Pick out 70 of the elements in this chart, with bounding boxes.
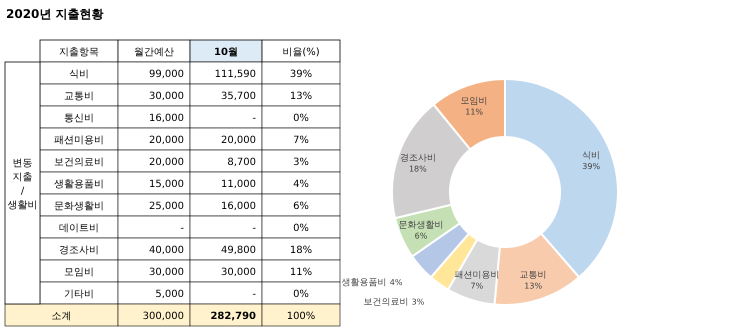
text: - [252,223,256,234]
text: 데이트비 [59,223,99,234]
text: 지출항목 [59,47,99,58]
slice-label: 보건의료비 [363,298,408,308]
text: 25,000 [149,201,184,212]
slice-label: 식비 [582,150,600,161]
text: 99,000 [149,69,184,80]
slice-label: 생활용품비 [341,278,386,288]
text: 문화생활비 [54,201,104,212]
text: 16,000 [221,201,256,212]
text: 35,700 [221,91,256,102]
data-label: 11% [465,107,484,116]
text: 20,000 [149,135,184,146]
data-label: 3% [412,298,425,307]
text: 20,000 [221,135,256,146]
text: 30,000 [221,267,256,278]
text: 3% [293,157,309,168]
text: 월간예산 [134,47,174,58]
data-label: 18% [408,164,428,174]
text: 비율(%) [282,47,320,58]
text: 경조사비 [59,245,99,256]
text: 15,000 [149,179,184,190]
slice-label: 모임비 [460,96,488,106]
text: 변동 지출 / 생활비 [8,158,38,211]
text: 10월 [214,47,238,58]
text: 식비 [69,69,89,80]
text: 2020년 지출현황 [6,7,104,21]
text: 통신비 [64,113,94,124]
slice-label: 패션미용비 [454,270,500,281]
data-label: 4% [390,278,403,288]
text: 111,590 [214,69,256,80]
text: 6% [293,201,309,212]
text: 생활용품비 [54,179,104,190]
text: 16,000 [149,113,184,124]
text: 40,000 [149,245,184,256]
text: 100% [286,311,316,322]
text: 0% [293,113,309,124]
data-label: 13% [524,282,542,291]
text: 300,000 [142,311,184,322]
slice-label: 문화생활비 [398,220,444,231]
text: 패션미용비 [54,135,104,146]
text: 기타비 [64,289,94,300]
text: 0% [293,289,309,300]
text: 13% [290,91,312,102]
text: 모임비 [64,267,94,278]
text: 4% [293,179,309,190]
text: 20,000 [149,157,184,168]
data-label: 7% [470,282,484,291]
text: - [180,223,184,234]
text: 49,800 [221,245,256,256]
text: 11,000 [221,179,256,190]
text: 소계 [52,311,72,322]
text: 30,000 [149,267,184,278]
text: 30,000 [149,91,184,102]
text: 보건의료비 [54,157,104,168]
text: 8,700 [227,157,256,168]
text: 5,000 [155,289,184,300]
slice-label: 경조사비 [400,153,436,164]
text: 0% [293,223,309,234]
text: 교통비 [64,91,94,102]
text: - [252,289,256,300]
data-label: 6% [414,232,428,241]
text: 7% [293,135,309,146]
text: 11% [290,267,312,278]
text: - [252,113,256,124]
text: 18% [290,245,312,256]
text: 39% [290,69,312,80]
data-label: 39% [582,162,600,171]
slice-label: 교통비 [520,270,547,281]
text: 282,790 [210,311,256,322]
